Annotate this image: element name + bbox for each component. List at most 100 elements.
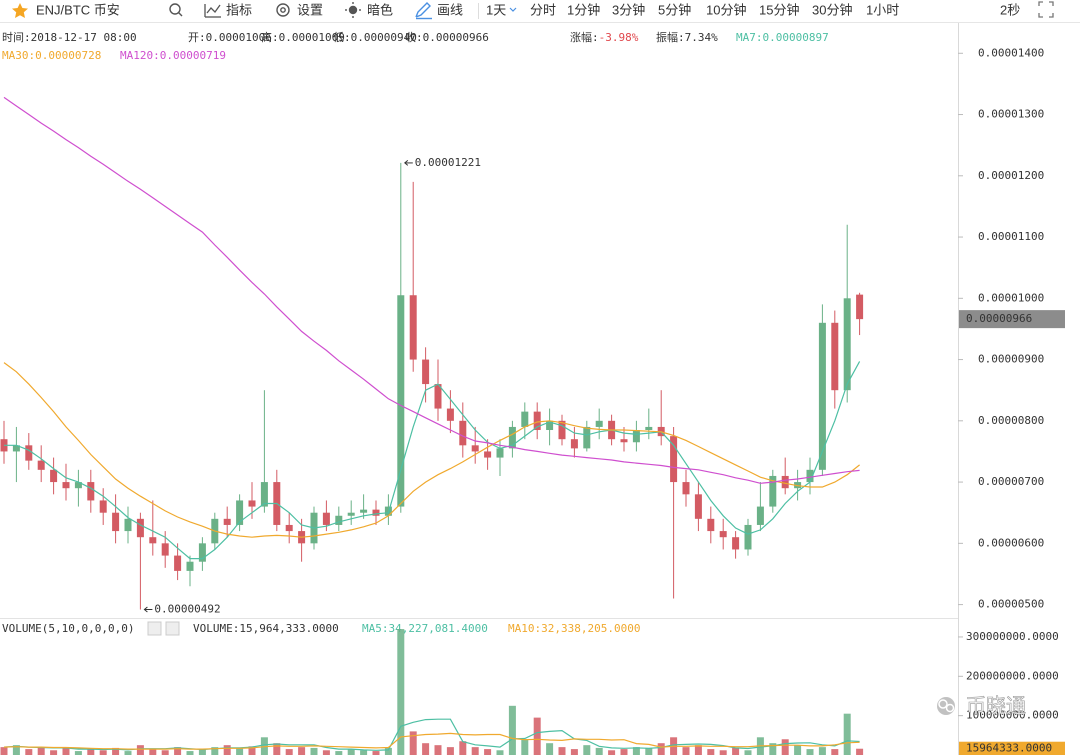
y-tick-label: 0.00000600 — [978, 536, 1044, 549]
candle-body — [372, 509, 380, 516]
interval-button[interactable]: 10分钟 — [706, 2, 746, 17]
interval-button[interactable]: 分时 — [530, 2, 556, 17]
volume-bar — [37, 747, 45, 755]
y-tick-label: 0.00000700 — [978, 475, 1044, 488]
info-label: 开: — [188, 31, 206, 44]
volume-bar — [471, 747, 479, 755]
volume-bar — [583, 745, 591, 755]
candle-body — [508, 426, 516, 449]
volume-bar — [409, 731, 417, 755]
volume-bar — [62, 747, 70, 755]
volume-bar — [707, 749, 715, 755]
candle-body — [632, 430, 640, 443]
info-item: 振幅:7.34% — [656, 30, 718, 44]
candle-body — [645, 426, 653, 431]
volume-bar — [397, 629, 405, 755]
info-item: 涨幅:-3.98% — [570, 31, 639, 44]
volume-pane — [0, 629, 864, 755]
info-value: 0.00000719 — [160, 49, 226, 62]
candle-body — [831, 322, 839, 391]
candle-body — [99, 500, 107, 513]
volume-bar — [570, 749, 578, 755]
volume-bar — [595, 747, 603, 755]
theme-icon — [345, 2, 361, 18]
candle-body — [236, 500, 244, 525]
ma-line — [3, 732, 860, 750]
ma-line — [3, 362, 860, 538]
volume-bar — [186, 751, 194, 755]
candle-body — [149, 537, 157, 544]
interval-button[interactable]: 15分钟 — [759, 2, 799, 17]
volume-bar — [732, 747, 740, 755]
tool-button[interactable]: 暗色 — [367, 2, 393, 17]
candle-body — [198, 543, 206, 562]
tool-button[interactable]: 画线 — [437, 2, 463, 17]
settings-button[interactable] — [147, 621, 162, 636]
candle-body — [521, 411, 529, 427]
info-value: 15,964,333.0000 — [239, 622, 338, 635]
volume-bar — [608, 750, 616, 755]
candle-body — [25, 445, 33, 461]
y-tick-label: 300000000.0000 — [966, 630, 1059, 643]
volume-bar — [0, 747, 8, 755]
info-item: VOLUME(5,10,0,0,0,0) — [2, 622, 134, 635]
annotation-label: 0.00001221 — [415, 156, 481, 169]
watermark-icon — [937, 697, 955, 715]
candle-body — [174, 555, 182, 571]
tool-button[interactable]: 设置 — [297, 2, 323, 17]
search-icon[interactable] — [169, 3, 183, 17]
info-item: MA7:0.00000897 — [736, 31, 829, 44]
y-tick-label: 0.00001400 — [978, 46, 1044, 59]
y-tick-label: 0.00000900 — [978, 353, 1044, 366]
info-value: 34,227,081.4000 — [389, 622, 488, 635]
volume-bar — [645, 747, 653, 755]
draw-icon — [415, 2, 432, 20]
volume-bar — [335, 751, 343, 755]
volume-bar — [831, 749, 839, 755]
candle-body — [471, 445, 479, 452]
candle-body — [769, 475, 777, 507]
interval-caret[interactable] — [509, 7, 517, 12]
volume-bar — [99, 750, 107, 755]
symbol[interactable]: ENJ/BTC 币安 — [36, 2, 120, 17]
price-pane — [0, 96, 864, 610]
volume-bar — [74, 751, 82, 755]
candle-body — [682, 482, 690, 495]
info-value: 0.00000897 — [763, 31, 829, 44]
interval-button[interactable]: 1小时 — [866, 2, 899, 17]
info-item: 高:0.00001009 — [261, 30, 345, 44]
interval-button[interactable]: 30分钟 — [812, 2, 852, 17]
candle-body — [856, 294, 864, 320]
candle-body — [620, 439, 628, 443]
favorite-star[interactable] — [12, 3, 28, 18]
volume-bar — [12, 745, 20, 755]
candle-body — [248, 500, 256, 507]
info-label: 振幅: — [656, 30, 685, 44]
interval-button[interactable]: 1分钟 — [567, 2, 600, 17]
interval-button[interactable]: 5分钟 — [658, 2, 691, 17]
candle-body — [558, 420, 566, 440]
info-label: 涨幅: — [570, 31, 599, 44]
interval-button[interactable]: 3分钟 — [612, 2, 645, 17]
volume-bar — [434, 745, 442, 755]
tool-button[interactable]: 指标 — [226, 2, 252, 17]
info-label: 高: — [261, 30, 279, 44]
volume-bar — [632, 747, 640, 755]
volume-bar — [856, 748, 864, 755]
volume-bar — [422, 743, 430, 755]
refresh-rate[interactable]: 2秒 — [1000, 2, 1020, 17]
close-button[interactable] — [165, 621, 180, 636]
interval-button[interactable]: 1天 — [486, 2, 506, 17]
info-item: MA120:0.00000719 — [120, 49, 226, 62]
candle-body — [87, 482, 95, 501]
info-item: 时间:2018-12-17 08:00 — [2, 31, 137, 44]
info-value: 0.00001006 — [206, 31, 272, 44]
candle-body — [347, 512, 355, 516]
volume-bar — [372, 751, 380, 755]
volume-bar — [347, 749, 355, 755]
volume-bar — [806, 749, 814, 755]
info-item: VOLUME:15,964,333.0000 — [193, 622, 339, 635]
last-volume-tag — [959, 741, 1065, 755]
fullscreen-icon[interactable] — [1038, 1, 1054, 18]
